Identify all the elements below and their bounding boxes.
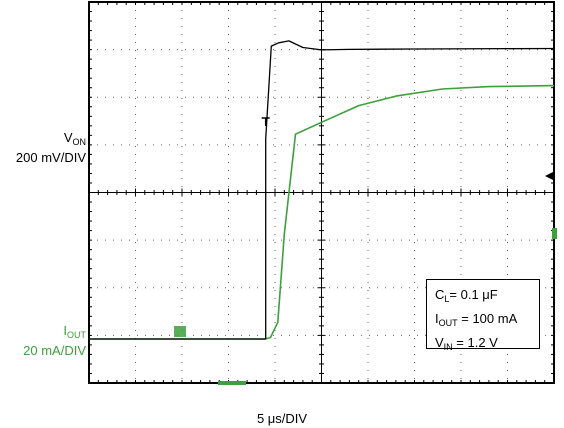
iout-scale: 20 mA/DIV xyxy=(23,343,86,358)
iout-subscript: OUT xyxy=(67,330,86,340)
plot-grid xyxy=(88,1,555,384)
von-subscript: ON xyxy=(72,137,87,147)
trace-v-on xyxy=(89,40,555,340)
iout-ground-marker xyxy=(552,228,557,239)
iout-symbol: I xyxy=(63,323,67,338)
iout-position-marker xyxy=(218,381,246,385)
annotation-input-voltage: VIN = 1.2 V xyxy=(435,335,498,352)
annotation-output-current: IOUT = 100 mA xyxy=(435,311,518,328)
plot-markers xyxy=(174,117,557,385)
x-scale-label: 5 μs/DIV xyxy=(256,411,308,426)
trigger-level-arrow xyxy=(545,172,553,180)
trace-i-out xyxy=(89,84,555,340)
trigger-marker xyxy=(261,117,270,126)
iout-start-marker xyxy=(174,326,186,337)
iout-axis-label: IOUT 20 mA/DIV xyxy=(23,323,86,358)
annotation-load-capacitance: CL= 0.1 μF xyxy=(435,287,498,304)
von-axis-label: VON 200 mV/DIV xyxy=(16,130,86,165)
conditions-annotation: CL= 0.1 μF IOUT = 100 mA VIN = 1.2 V xyxy=(426,279,540,352)
plot-traces xyxy=(89,40,555,340)
von-symbol: V xyxy=(63,130,73,145)
von-scale: 200 mV/DIV xyxy=(15,150,86,165)
